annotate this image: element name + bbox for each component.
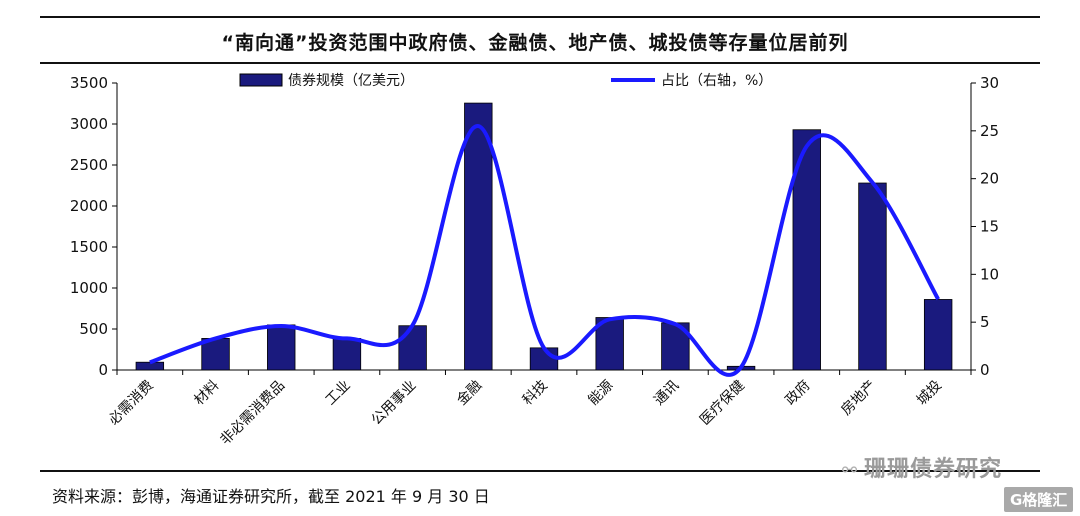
right-tick-label: 30: [980, 74, 999, 92]
right-axis-ticks: 0 5 10 15 20 25 30: [971, 74, 999, 379]
badge-logo: G格隆汇: [1004, 487, 1074, 512]
category-label: 材料: [191, 378, 222, 409]
category-label: 医疗保健: [697, 378, 748, 429]
category-label: 非必需消费品: [217, 378, 288, 449]
left-tick-label: 1000: [70, 279, 108, 297]
legend: 债券规模（亿美元） 占比（右轴，%）: [239, 73, 772, 89]
category-label: 房地产: [838, 378, 879, 419]
bar: [464, 102, 493, 371]
left-tick-label: 500: [79, 320, 108, 338]
category-label: 通讯: [651, 378, 682, 409]
bar: [135, 361, 165, 371]
category-label: 城投: [914, 378, 945, 409]
legend-bar-swatch: [239, 73, 283, 87]
bar: [267, 324, 296, 371]
left-tick-label: 1500: [70, 238, 108, 256]
title-rule: [40, 62, 1040, 64]
bottom-rule: [40, 470, 1040, 472]
bar-series: [135, 102, 953, 371]
left-tick-label: 3500: [70, 74, 108, 92]
bar: [858, 182, 887, 371]
right-tick-label: 5: [980, 313, 990, 331]
chart: 0 500 1000 1500 2000 2500 3000 3500 0 5 10 15 20 25 3…: [70, 73, 999, 449]
watermark: ⚯ 珊珊债券研究: [842, 451, 1002, 483]
category-label: 能源: [585, 378, 616, 409]
left-tick-label: 3000: [70, 115, 108, 133]
wechat-icon: ⚯: [842, 460, 859, 481]
chart-title: “南向通”投资范围中政府债、金融债、地产债、城投债等存量位居前列: [221, 32, 849, 54]
category-label: 公用事业: [369, 378, 420, 429]
legend-bar-label: 债券规模（亿美元）: [288, 73, 414, 89]
bar: [332, 338, 362, 371]
left-tick-label: 0: [98, 361, 108, 379]
right-tick-label: 10: [980, 265, 999, 283]
source-note: 资料来源：彭博，海通证券研究所，截至 2021 年 9 月 30 日: [52, 487, 490, 506]
category-label: 必需消费: [106, 378, 157, 429]
category-label: 科技: [520, 378, 551, 409]
left-axis-ticks: 0 500 1000 1500 2000 2500 3000 3500: [70, 74, 117, 379]
bar: [595, 317, 624, 371]
right-tick-label: 25: [980, 122, 999, 140]
top-rule: [40, 16, 1040, 18]
category-label: 政府: [782, 378, 813, 409]
legend-line-label: 占比（右轴，%）: [661, 73, 772, 89]
category-label: 工业: [323, 378, 354, 409]
axes: [116, 83, 972, 371]
bar: [398, 325, 427, 371]
left-tick-label: 2500: [70, 156, 108, 174]
watermark-text: 珊珊债券研究: [864, 457, 1003, 482]
right-tick-label: 0: [980, 361, 990, 379]
bar: [201, 338, 230, 371]
right-tick-label: 20: [980, 170, 999, 188]
share-line: [149, 124, 940, 377]
category-label: 金融: [454, 378, 485, 409]
right-tick-label: 15: [980, 218, 999, 236]
bar: [923, 299, 953, 371]
left-tick-label: 2000: [70, 197, 108, 215]
